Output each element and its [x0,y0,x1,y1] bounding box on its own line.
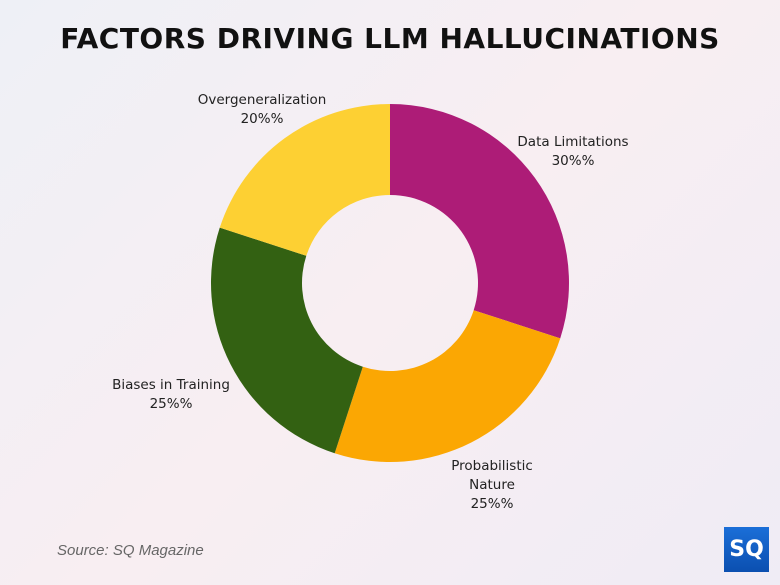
label-overgeneralization: Overgeneralization 20%% [198,91,327,129]
slice-label: Probabilistic Nature [451,458,533,493]
slice-value: 25%% [149,396,193,412]
label-biases-in-training: Biases in Training 25%% [112,376,230,414]
slice-probabilistic-nature [334,310,561,462]
chart-title: FACTORS DRIVING LLM HALLUCINATIONS [60,22,720,55]
slice-label: Biases in Training [112,377,230,393]
slice-value: 25%% [470,496,514,512]
label-data-limitations: Data Limitations 30%% [517,133,628,171]
label-probabilistic-nature: Probabilistic Nature 25%% [447,457,537,514]
slice-label: Data Limitations [517,134,629,150]
slice-value: 30%% [551,153,595,169]
slice-label: Overgeneralization [197,92,327,108]
sq-magazine-logo: SQ [724,527,769,572]
source-text: Source: SQ Magazine [57,542,204,559]
slice-biases-in-training [210,227,363,454]
logo-text: SQ [729,537,764,562]
slice-value: 20%% [240,111,284,127]
slice-overgeneralization [219,104,390,256]
slice-data-limitations [390,104,569,339]
